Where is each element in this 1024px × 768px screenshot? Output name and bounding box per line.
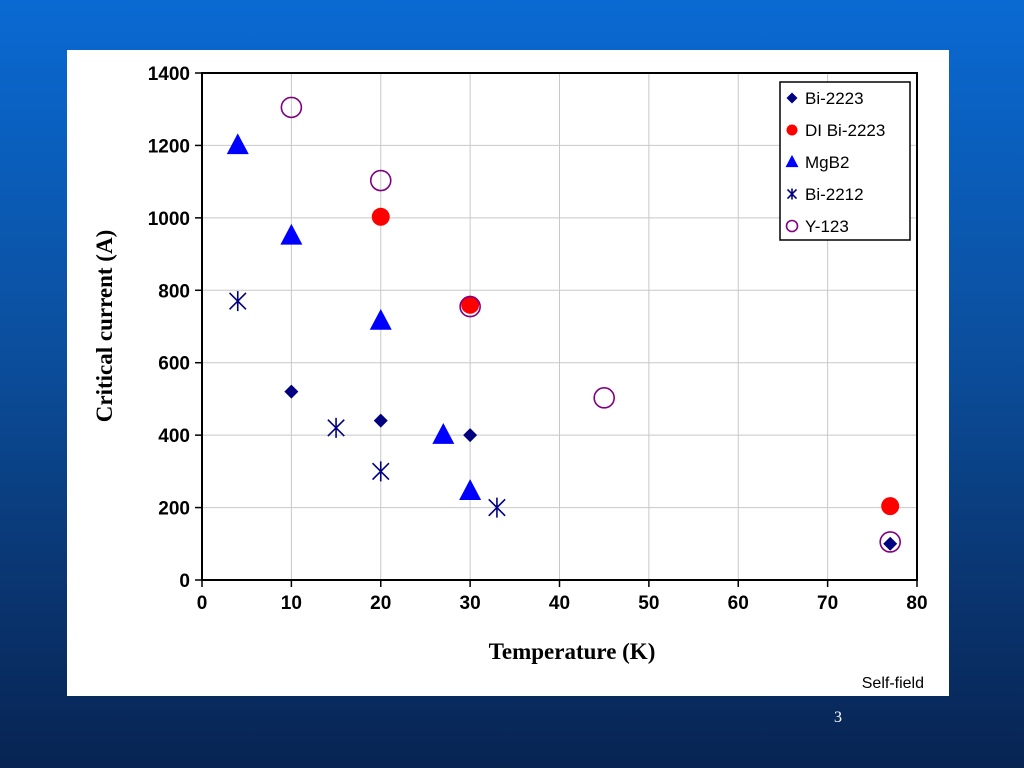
x-tick-label: 50 <box>638 593 659 614</box>
x-tick-label: 0 <box>197 593 208 614</box>
legend-entry-bi-2212: Bi-2212 <box>786 185 864 204</box>
legend-label: DI Bi-2223 <box>805 121 885 140</box>
data-point-circle-open <box>459 295 481 318</box>
x-tick-label: 20 <box>370 593 391 614</box>
data-point-diamond <box>373 413 388 428</box>
data-points <box>226 96 901 553</box>
legend-marker-circle-open <box>785 219 799 233</box>
x-tick-label: 40 <box>549 593 570 614</box>
data-point-triangle <box>459 479 482 500</box>
data-point-circle-open <box>369 169 392 192</box>
legend-marker-diamond <box>786 92 798 104</box>
data-point-circle-filled <box>881 497 900 516</box>
data-point-asterisk <box>327 417 345 438</box>
data-point-triangle <box>226 133 249 155</box>
legend-symbol-asterisk <box>786 188 798 200</box>
data-point-circle-open <box>280 96 303 119</box>
data-point-circle-filled <box>461 295 480 314</box>
x-tick-label: 70 <box>817 593 838 614</box>
axis-ticks: 0 10 20 30 40 50 60 70 8002004006008001000120014… <box>148 64 928 614</box>
y-tick-label: 0 <box>179 571 190 592</box>
data-point-circle-filled <box>371 207 390 226</box>
y-tick-label: 400 <box>158 426 190 447</box>
data-point-diamond <box>883 536 898 551</box>
legend-symbol-triangle <box>785 154 799 168</box>
y-tick-label: 200 <box>158 499 190 520</box>
data-point-asterisk <box>371 461 390 482</box>
x-axis-title: Temperature (K) <box>489 639 656 664</box>
data-point-circle-open <box>593 387 615 409</box>
y-tick-label: 1000 <box>148 209 190 230</box>
self-field-note: Self-field <box>861 675 924 692</box>
x-tick-label: 30 <box>460 593 481 614</box>
data-point-circle-open <box>879 531 901 553</box>
legend-symbol-circle-open <box>785 219 799 233</box>
legend: Bi-2223 DI Bi-2223 MgB2 Bi-2212 Y-123 <box>779 81 911 241</box>
y-tick-label: 1200 <box>148 136 190 157</box>
legend-symbol-circle-filled <box>786 124 798 136</box>
data-point-asterisk <box>228 291 247 312</box>
x-tick-label: 60 <box>728 593 749 614</box>
y-tick-label: 800 <box>158 281 190 302</box>
data-point-triangle <box>369 308 392 330</box>
legend-entry-y-123: Y-123 <box>785 217 849 236</box>
legend-entry-bi-2223: Bi-2223 <box>786 89 864 108</box>
legend-symbol-diamond <box>786 92 798 104</box>
x-tick-label: 80 <box>906 593 927 614</box>
chart-panel: 0 10 20 30 40 50 60 70 80 0 200 400 600 800 1000 1200 14… <box>67 50 949 696</box>
y-tick-label: 1400 <box>148 64 190 85</box>
data-point-triangle <box>280 223 303 245</box>
legend-label: Bi-2223 <box>805 89 864 108</box>
scatter-chart: 0 10 20 30 40 50 60 70 8002004006008001000120014… <box>92 64 928 664</box>
legend-label: MgB2 <box>805 153 849 172</box>
x-tick-label: 10 <box>281 593 302 614</box>
page-number: 3 <box>834 709 842 726</box>
data-point-diamond <box>284 384 299 399</box>
legend-entry-mgb2: MgB2 <box>785 153 849 172</box>
data-point-triangle <box>432 423 455 444</box>
legend-entry-di-bi-2223: DI Bi-2223 <box>786 121 885 140</box>
y-tick-label: 600 <box>158 354 190 375</box>
legend-marker-triangle <box>785 154 799 168</box>
y-axis-title: Critical current (A) <box>92 230 117 422</box>
legend-marker-asterisk <box>786 188 798 200</box>
data-point-diamond <box>463 428 478 443</box>
legend-label: Bi-2212 <box>805 185 864 204</box>
legend-box <box>779 81 911 241</box>
legend-label: Y-123 <box>805 217 849 236</box>
legend-marker-circle-filled <box>786 124 798 136</box>
data-point-asterisk <box>488 497 506 518</box>
